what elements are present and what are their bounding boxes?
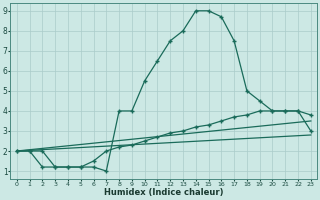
- X-axis label: Humidex (Indice chaleur): Humidex (Indice chaleur): [104, 188, 224, 197]
